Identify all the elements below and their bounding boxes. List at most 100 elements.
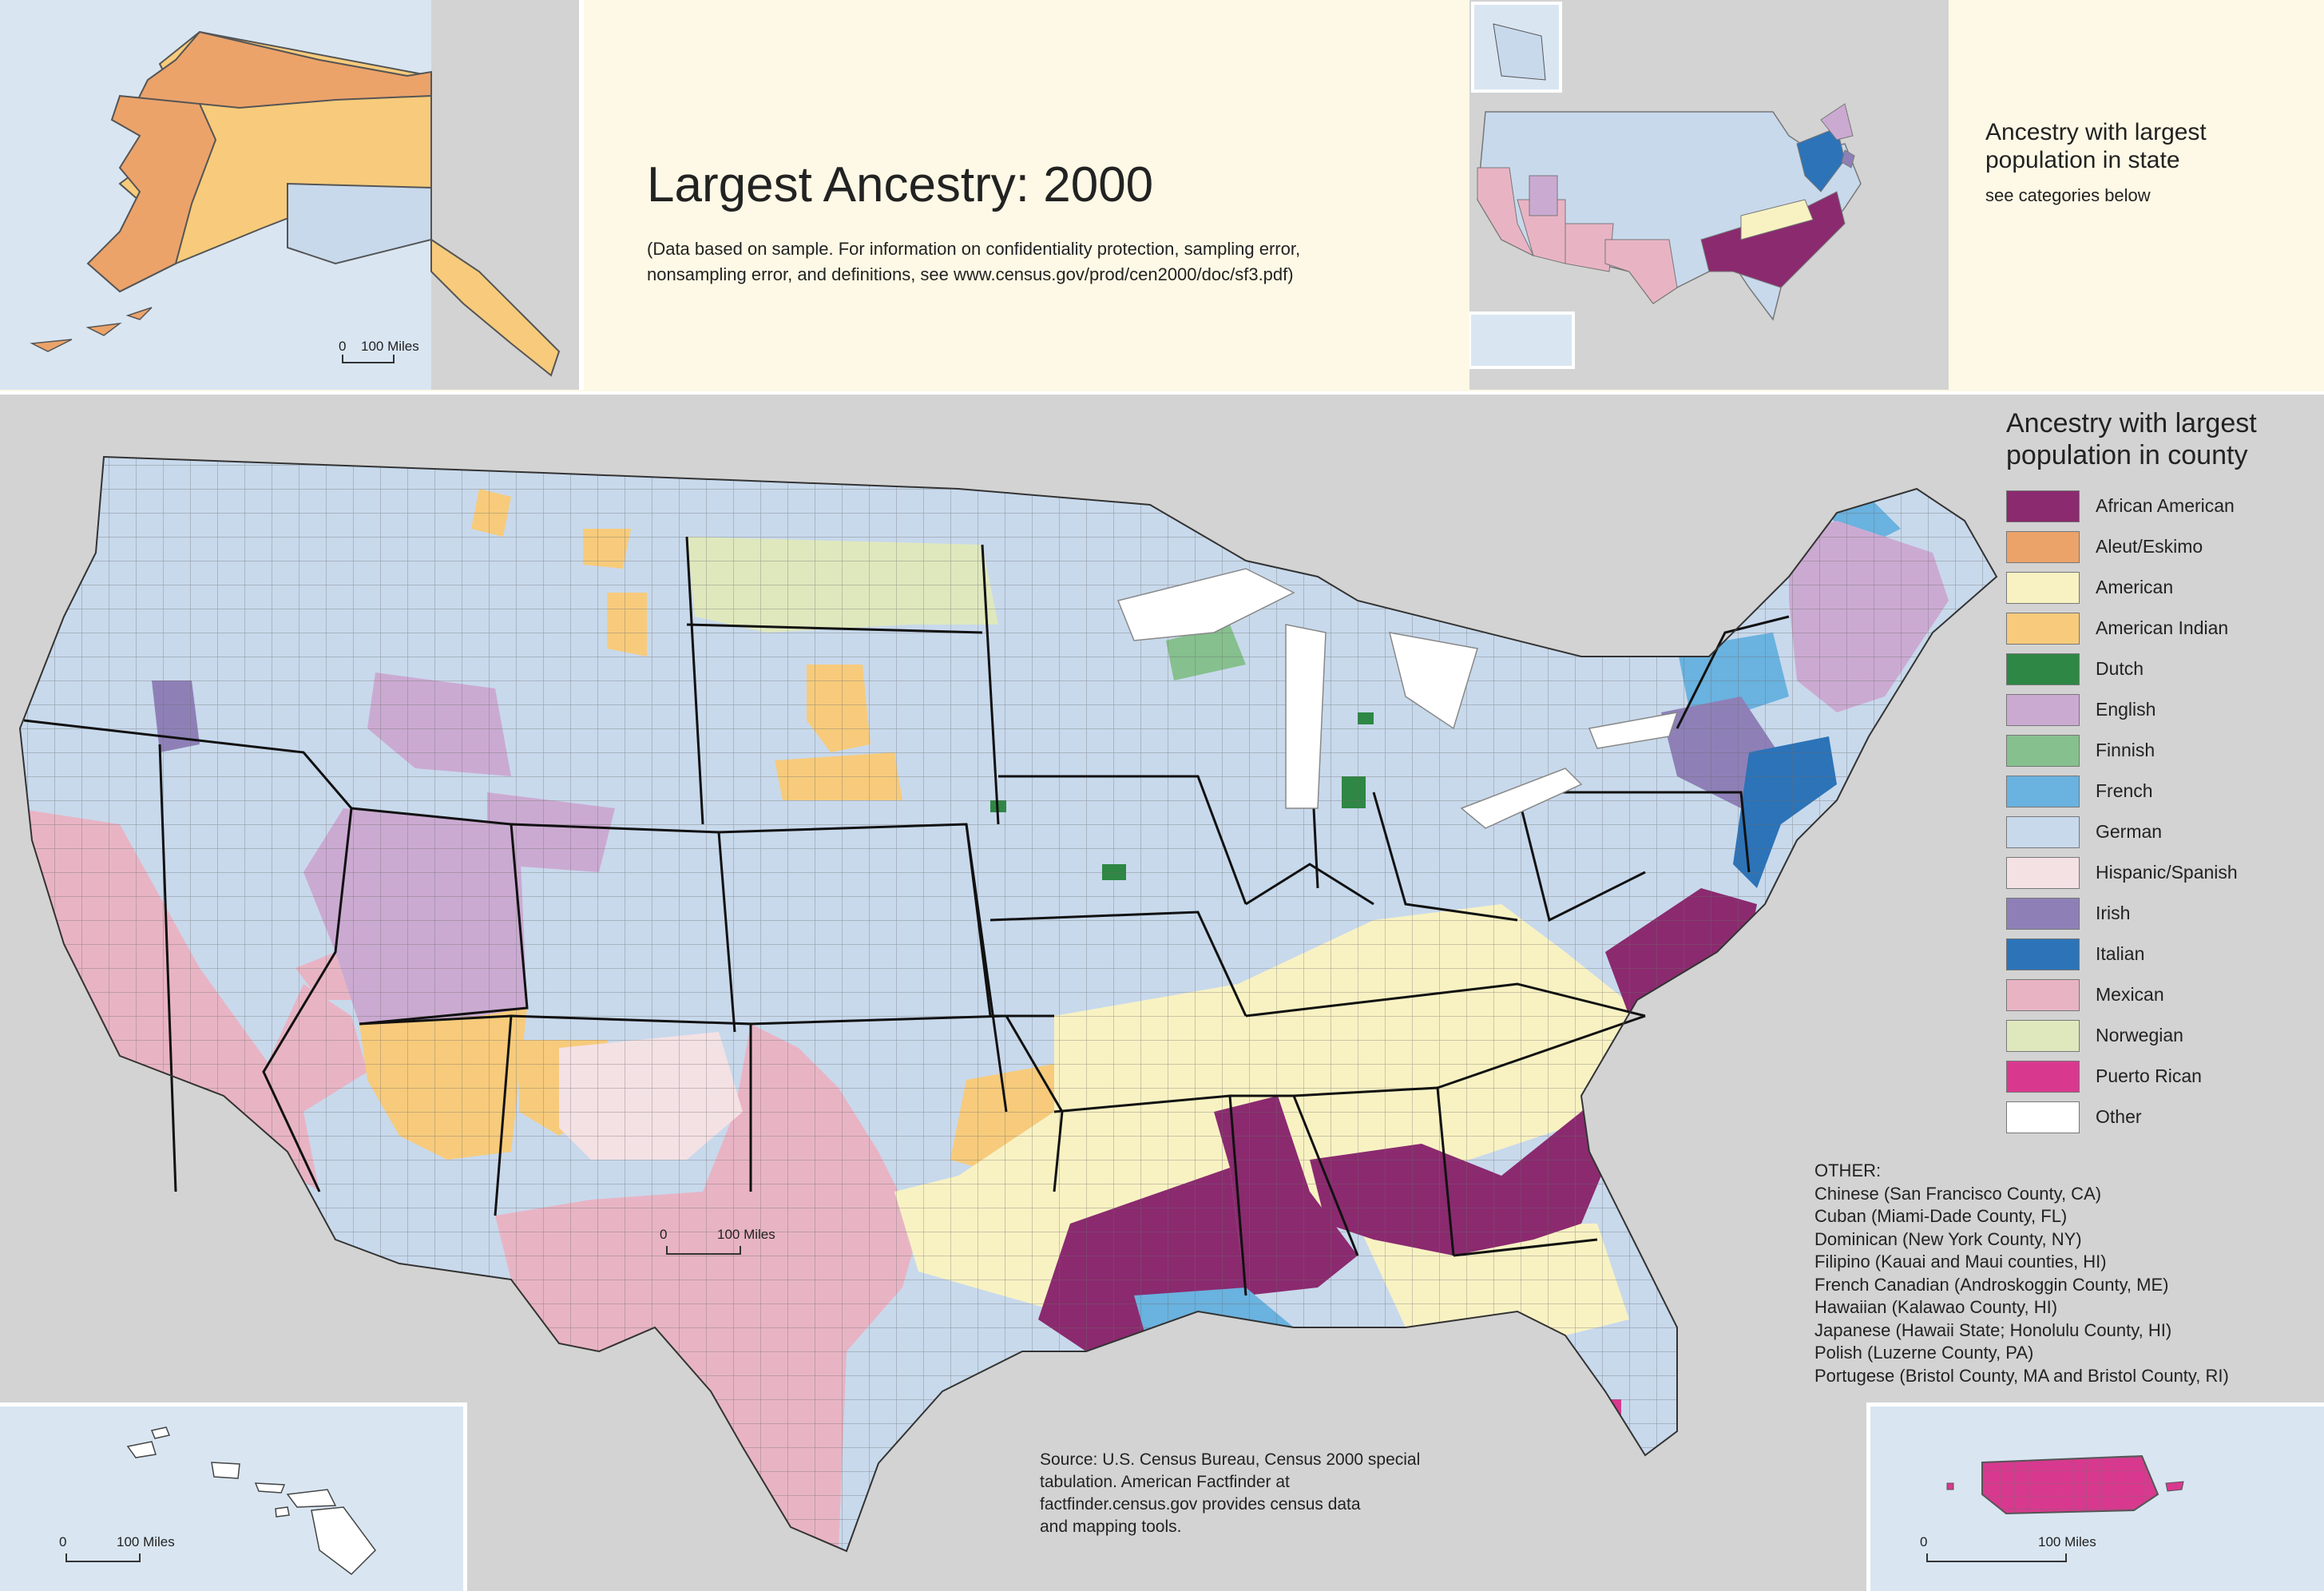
legend-item-aleut-eskimo: Aleut/Eskimo [2006, 526, 2310, 567]
legend-item-german: German [2006, 811, 2310, 852]
alaska-west-aleut-eskimo [86, 94, 217, 293]
state-inset-map [1469, 0, 1949, 390]
legend-label: Puerto Rican [2096, 1065, 2202, 1086]
other-item-polish: Polish (Luzerne County, PA) [1814, 1343, 2034, 1363]
lake-erie [1460, 768, 1583, 829]
legend-swatch [2006, 978, 2080, 1011]
legend-item-african-american: African American [2006, 486, 2310, 526]
legend-label: French [2096, 780, 2153, 801]
legend-label: English [2096, 699, 2156, 720]
other-ancestries-list: OTHER: Chinese (San Francisco County, CA… [1814, 1160, 2318, 1387]
legend-swatch [2006, 938, 2080, 970]
legend-label: Other [2096, 1106, 2142, 1127]
lake-huron [1388, 632, 1478, 730]
legend-label: Aleut/Eskimo [2096, 536, 2203, 557]
hawaii-map [126, 1426, 376, 1575]
hawaiian-islands [126, 1426, 376, 1575]
lake-michigan [1285, 624, 1327, 809]
legend-label: Mexican [2096, 984, 2164, 1005]
aleutian-islands [30, 307, 153, 352]
source-note: Source: U.S. Census Bureau, Census 2000 … [1040, 1450, 1421, 1536]
alaska-inset: 0 100 Miles [0, 0, 584, 390]
conus-map [18, 455, 1998, 1553]
alaska-southcentral-german [287, 182, 432, 265]
legend-swatch [2006, 734, 2080, 767]
lake-ontario [1588, 712, 1679, 749]
legend-item-finnish: Finnish [2006, 730, 2310, 771]
legend-swatch [2006, 1019, 2080, 1052]
legend-swatch [2006, 897, 2080, 930]
inset-appalachia-american [1740, 199, 1814, 240]
scalebar-label: 100 Miles [717, 1227, 775, 1242]
legend-swatch [2006, 490, 2080, 522]
legend-label: Dutch [2096, 658, 2144, 679]
scalebar-zero: 0 [1920, 1534, 1928, 1549]
state-inset-legend-subtitle: see categories below [1985, 185, 2151, 205]
legend-label: German [2096, 821, 2163, 842]
hawaii-inset: 0 100 Miles [0, 1403, 467, 1591]
legend-item-mexican: Mexican [2006, 974, 2310, 1015]
county-legend: Ancestry with largest population in coun… [2006, 407, 2310, 1137]
main-county-map: 0 100 Miles [0, 393, 2324, 1591]
legend-item-french: French [2006, 771, 2310, 811]
great-lakes [1116, 568, 1679, 829]
legend-swatch [2006, 1060, 2080, 1093]
alaska-north-aleut-eskimo [134, 30, 432, 121]
scalebar-zero: 0 [339, 339, 347, 354]
scalebar-line [1926, 1553, 2067, 1562]
other-item-chinese: Chinese (San Francisco County, CA) [1814, 1183, 2102, 1204]
map-subtitle: (Data based on sample. For information o… [647, 239, 1301, 284]
legend-swatch [2006, 653, 2080, 685]
scalebar-line [666, 1246, 741, 1255]
state-boundaries [23, 536, 1790, 1296]
lake-superior [1116, 568, 1295, 641]
state-inset-legend-title: Ancestry with largest population in stat… [1985, 119, 2207, 173]
legend-item-american-indian: American Indian [2006, 608, 2310, 649]
scalebar-zero: 0 [59, 1534, 67, 1549]
legend-swatch [2006, 815, 2080, 848]
inset-texas-mexican [1604, 239, 1678, 304]
legend-item-italian: Italian [2006, 934, 2310, 974]
legend-item-dutch: Dutch [2006, 649, 2310, 689]
inset-utah-english [1529, 175, 1558, 216]
inset-massachusetts-irish [1841, 149, 1855, 169]
scalebar-label: 100 Miles [117, 1534, 175, 1549]
legend-item-irish: Irish [2006, 893, 2310, 934]
legend-item-norwegian: Norwegian [2006, 1015, 2310, 1056]
state-level-inset [1469, 0, 1949, 390]
map-title: Largest Ancestry: 2000 [647, 157, 1154, 212]
legend-label: Irish [2096, 903, 2131, 923]
legend-swatch [2006, 693, 2080, 726]
alaska-map [30, 0, 579, 390]
other-item-hawaiian: Hawaiian (Kalawao County, HI) [1814, 1297, 2058, 1317]
conus-outline [18, 455, 1998, 1553]
legend-label: American [2096, 577, 2174, 597]
legend-label: Hispanic/Spanish [2096, 862, 2238, 883]
legend-swatch [2006, 775, 2080, 807]
legend-item-english: English [2006, 689, 2310, 730]
legend-list: African American Aleut/Eskimo American A… [2006, 486, 2310, 1137]
legend-label: Italian [2096, 943, 2145, 964]
puerto-rico-inset: 0 100 Miles [1866, 1403, 2324, 1591]
legend-label: African American [2096, 495, 2235, 516]
legend-label: Finnish [2096, 740, 2155, 760]
scalebar-line [65, 1553, 141, 1562]
legend-swatch [2006, 856, 2080, 889]
scalebar-label: 100 Miles [2038, 1534, 2096, 1549]
legend-swatch [2006, 612, 2080, 645]
vieques-island [2165, 1481, 2184, 1492]
legend-item-other: Other [2006, 1097, 2310, 1137]
legend-item-hispanic-spanish: Hispanic/Spanish [2006, 852, 2310, 893]
other-heading: OTHER: [1814, 1161, 1882, 1180]
other-item-cuban: Cuban (Miami-Dade County, FL) [1814, 1206, 2068, 1226]
mona-island [1946, 1482, 1954, 1490]
inset-new-england-english [1820, 103, 1854, 141]
legend-label: Norwegian [2096, 1025, 2183, 1045]
scalebar-zero: 0 [660, 1227, 668, 1242]
inset-hawaii-box [1469, 311, 1575, 369]
legend-title: Ancestry with largest population in coun… [2006, 408, 2257, 470]
legend-item-puerto-rican: Puerto Rican [2006, 1056, 2310, 1097]
other-item-filipino: Filipino (Kauai and Maui counties, HI) [1814, 1252, 2107, 1272]
scalebar-label: 100 Miles [361, 339, 419, 354]
